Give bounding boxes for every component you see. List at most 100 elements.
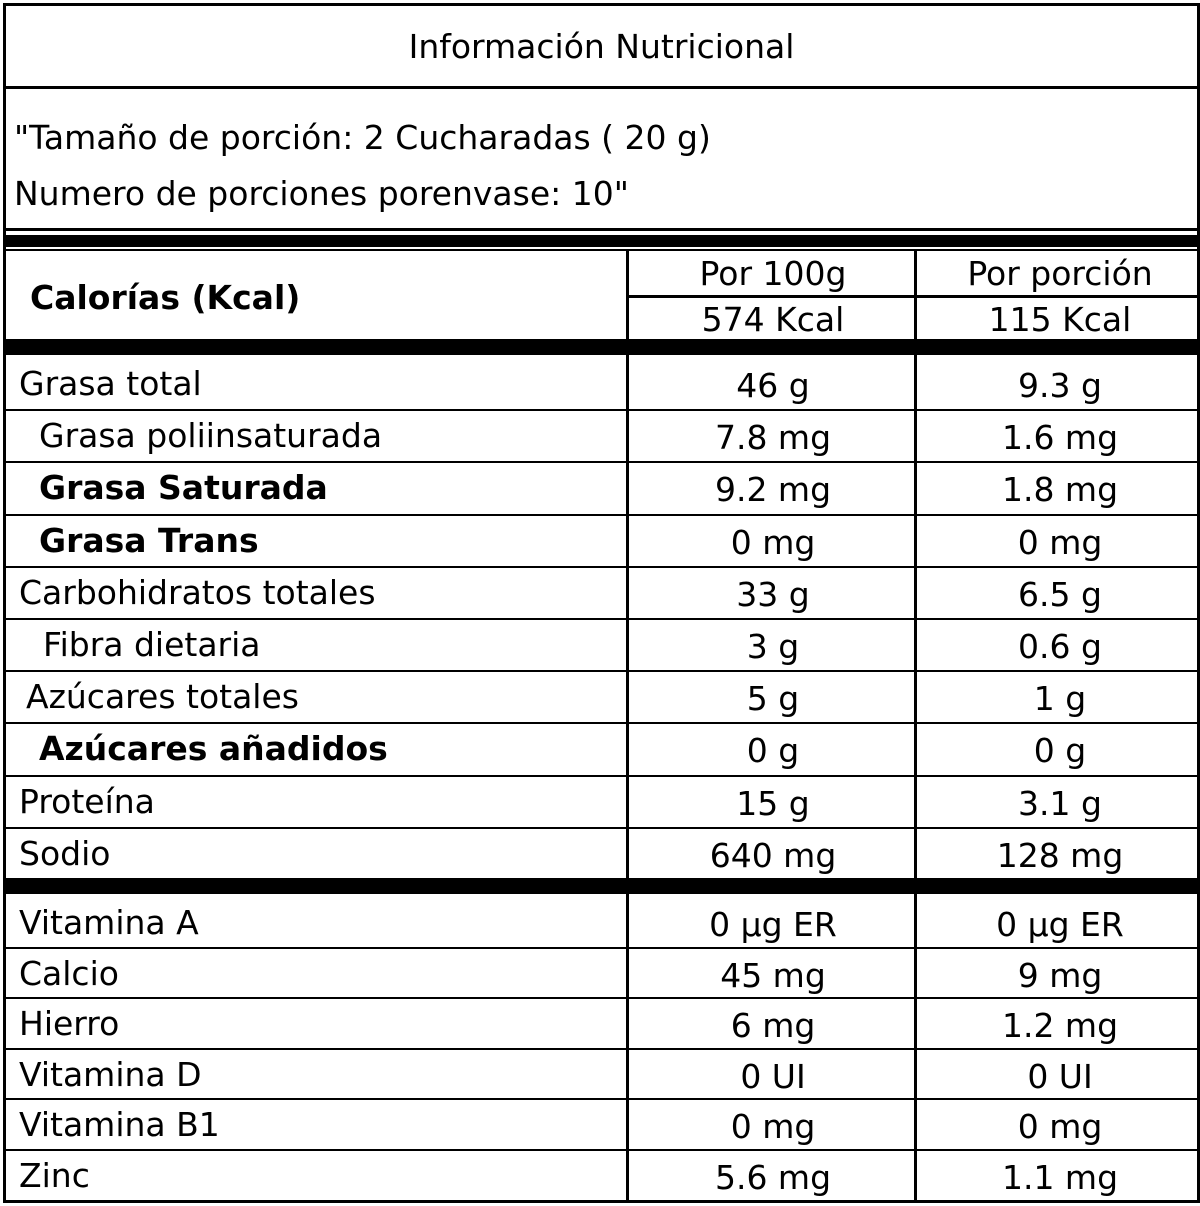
col-perportion-title: Por porción: [967, 254, 1153, 293]
row-divider: [6, 1149, 1197, 1151]
table-row: Vitamina D 0 UI 0 UI: [6, 1049, 1197, 1101]
value-per-portion: 0.6 g: [1018, 627, 1102, 666]
thick-divider: [6, 339, 1197, 355]
table-row: Calcio 45 mg 9 mg: [6, 948, 1197, 1000]
table-row: Grasa poliinsaturada 7.8 mg 1.6 mg: [6, 410, 1197, 462]
row-divider: [6, 722, 1197, 725]
column-divider: [914, 894, 917, 1200]
value-per-100g: 9.2 mg: [714, 470, 832, 510]
nutrient-name: Grasa total: [19, 364, 202, 403]
row-divider: [6, 461, 1197, 464]
value-per-portion: 1.6 mg: [1001, 418, 1119, 458]
col-per100-title: Por 100g: [699, 254, 847, 293]
table-row: Zinc 5.6 mg 1.1 mg: [6, 1150, 1197, 1202]
nutrient-name: Calcio: [19, 953, 119, 993]
row-divider: [6, 1098, 1197, 1101]
row-divider: [6, 409, 1197, 412]
value-per-100g: 0 mg: [730, 1107, 816, 1147]
table-row: Sodio 640 mg 128 mg: [6, 828, 1197, 880]
table-row: Proteína 15 g 3.1 g: [6, 776, 1197, 828]
value-per-portion: 3.1 g: [1018, 783, 1102, 823]
value-per-100g: 640 mg: [709, 835, 837, 875]
value-per-100g: 0 mg: [730, 522, 816, 562]
divider: [6, 249, 1197, 251]
table-row: Grasa Trans 0 mg 0 mg: [6, 515, 1197, 567]
nutrient-name: Hierro: [19, 1004, 120, 1044]
servings-per-container: Numero de porciones porenvase: 10": [14, 174, 629, 213]
divider: [6, 228, 1197, 231]
thick-divider: [6, 235, 1197, 247]
nutrient-name: Sodio: [19, 833, 111, 873]
value-per-portion: 0 µg ER: [996, 905, 1124, 944]
nutrient-name: Fibra dietaria: [43, 625, 261, 664]
row-divider: [6, 946, 1197, 949]
nutrient-name: Grasa poliinsaturada: [39, 416, 383, 456]
nutrient-name: Vitamina A: [19, 903, 199, 942]
value-per-100g: 45 mg: [720, 955, 826, 995]
serving-info: "Tamaño de porción: 2 Cucharadas ( 20 g)…: [14, 110, 711, 222]
table-row: Grasa Saturada 9.2 mg 1.8 mg: [6, 462, 1197, 514]
nutrient-name: Azúcares añadidos: [39, 729, 388, 769]
table-row: Azúcares añadidos 0 g 0 g: [6, 723, 1197, 775]
nutrient-name: Zinc: [19, 1156, 90, 1195]
value-per-100g: 3 g: [746, 627, 800, 666]
value-per-portion: 128 mg: [996, 835, 1124, 875]
col-per100-kcal: 574 Kcal: [701, 300, 845, 339]
thick-divider: [6, 878, 1197, 894]
value-per-100g: 0 g: [746, 731, 800, 771]
value-per-portion: 9.3 g: [1018, 366, 1102, 405]
value-per-portion: 1.1 mg: [1001, 1158, 1119, 1197]
value-per-portion: 1 g: [1033, 679, 1087, 719]
column-divider: [914, 249, 917, 355]
nutrient-name: Proteína: [19, 781, 155, 821]
table-row: Vitamina A 0 µg ER 0 µg ER: [6, 897, 1197, 949]
value-per-100g: 46 g: [736, 366, 810, 405]
column-divider: [626, 355, 629, 878]
value-per-100g: 5 g: [746, 679, 800, 719]
nutrition-facts-table: Información Nutricional "Tamaño de porci…: [3, 3, 1200, 1203]
value-per-portion: 0 UI: [1027, 1056, 1093, 1096]
value-per-100g: 33 g: [736, 574, 810, 614]
nutrient-name: Grasa Trans: [39, 520, 259, 560]
column-divider: [626, 894, 629, 1200]
divider: [6, 86, 1197, 89]
table-row: Hierro 6 mg 1.2 mg: [6, 998, 1197, 1050]
value-per-portion: 1.2 mg: [1001, 1006, 1119, 1046]
column-divider: [626, 249, 629, 355]
value-per-100g: 5.6 mg: [714, 1158, 832, 1197]
nutrient-name: Carbohidratos totales: [19, 572, 376, 612]
value-per-portion: 1.8 mg: [1001, 470, 1119, 510]
value-per-portion: 6.5 g: [1018, 574, 1102, 614]
value-per-100g: 0 µg ER: [709, 905, 837, 944]
row-divider: [6, 670, 1197, 673]
table-row: Carbohidratos totales 33 g 6.5 g: [6, 567, 1197, 619]
table-title: Información Nutricional: [408, 26, 795, 66]
row-divider: [6, 565, 1197, 568]
value-per-100g: 15 g: [736, 783, 810, 823]
nutrient-name: Vitamina B1: [19, 1105, 220, 1145]
header-subdivider: [626, 295, 1197, 298]
value-per-100g: 7.8 mg: [714, 418, 832, 458]
value-per-portion: 0 mg: [1017, 1107, 1103, 1147]
nutrient-name: Grasa Saturada: [39, 468, 328, 508]
table-row: Vitamina B1 0 mg 0 mg: [6, 1099, 1197, 1151]
row-divider: [6, 1047, 1197, 1050]
value-per-portion: 0 mg: [1017, 522, 1103, 562]
row-divider: [6, 826, 1197, 829]
nutrient-name: Azúcares totales: [26, 677, 299, 717]
row-divider: [6, 618, 1197, 620]
table-row: Grasa total 46 g 9.3 g: [6, 358, 1197, 410]
value-per-100g: 6 mg: [730, 1006, 816, 1046]
table-row: Fibra dietaria 3 g 0.6 g: [6, 619, 1197, 671]
table-row: Azúcares totales 5 g 1 g: [6, 671, 1197, 723]
nutrient-name: Vitamina D: [19, 1054, 202, 1094]
row-divider: [6, 513, 1197, 516]
value-per-100g: 0 UI: [740, 1056, 806, 1096]
serving-size: "Tamaño de porción: 2 Cucharadas ( 20 g): [14, 118, 711, 157]
row-divider: [6, 774, 1197, 777]
column-divider: [914, 355, 917, 878]
value-per-portion: 0 g: [1033, 731, 1087, 771]
value-per-portion: 9 mg: [1017, 955, 1103, 995]
row-divider: [6, 997, 1197, 1000]
col-perportion-kcal: 115 Kcal: [988, 300, 1132, 339]
